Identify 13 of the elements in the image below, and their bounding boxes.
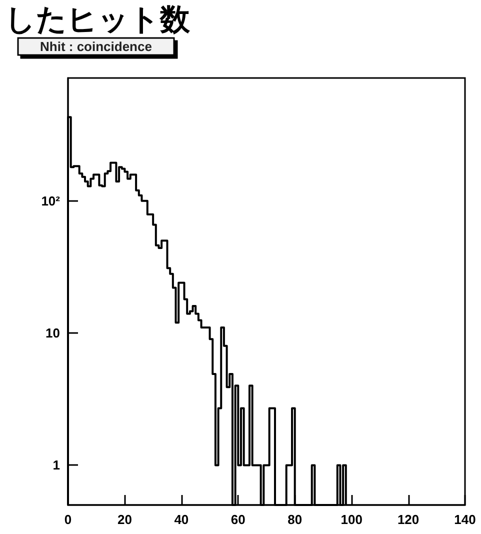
y-tick-label: 10² bbox=[41, 193, 61, 208]
chart-subtitle: Nhit : coincidence bbox=[40, 39, 152, 54]
x-tick-label: 140 bbox=[454, 512, 476, 527]
x-tick-label: 60 bbox=[230, 512, 246, 527]
x-tick-label: 0 bbox=[64, 512, 72, 527]
x-tick-label: 40 bbox=[174, 512, 189, 527]
x-tick-label: 20 bbox=[117, 512, 132, 527]
x-tick-label: 120 bbox=[397, 512, 420, 527]
x-tick-label: 100 bbox=[340, 512, 362, 527]
chart-title: したヒット数 bbox=[5, 2, 191, 38]
y-tick-label: 10 bbox=[46, 326, 60, 341]
y-tick-label: 1 bbox=[52, 458, 60, 473]
x-tick-label: 80 bbox=[288, 512, 302, 527]
